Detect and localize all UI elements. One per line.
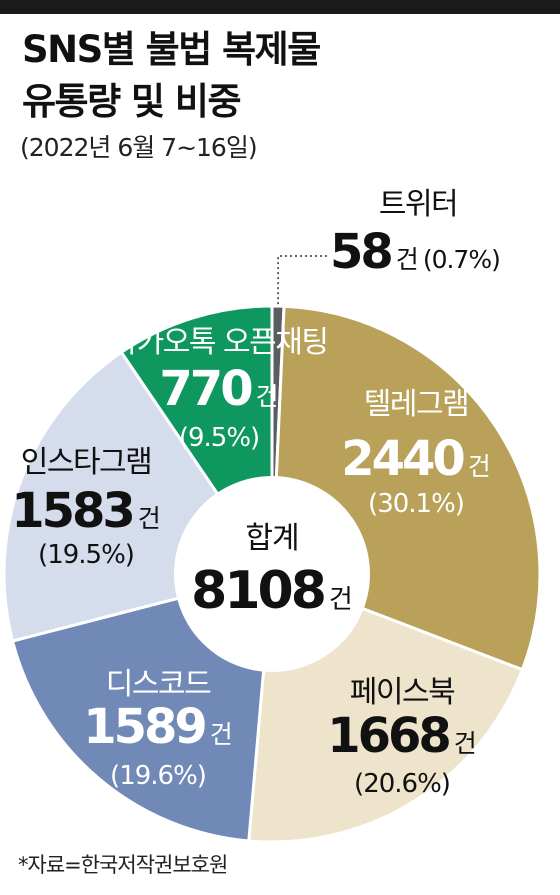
slice-percent-2: (20.6%) (354, 769, 450, 799)
slice-label-2: 페이스북 (350, 675, 454, 710)
slice-value-number-5: 770 (159, 361, 252, 417)
total-value: 8108 건 (191, 561, 353, 621)
donut-hole (174, 476, 370, 672)
title-line-2: 유통량 및 비중 (22, 80, 242, 123)
slice-value-number-3: 1589 (83, 699, 205, 755)
title-line-1: SNS별 불법 복제물 (22, 28, 321, 71)
slice-percent-5: (9.5%) (179, 423, 259, 453)
slice-label-1: 텔레그램 (364, 387, 468, 422)
slice-value-0: 58 건 (0.7%) (330, 224, 500, 280)
slice-value-4: 1583 건 (11, 483, 161, 539)
leader-lines (277, 255, 330, 305)
slice-value-1: 2440 건 (341, 431, 491, 487)
slice-value-number-4: 1583 (11, 483, 133, 539)
slice-value-5: 770 건 (159, 361, 278, 417)
slice-label-4: 인스타그램 (21, 445, 152, 480)
total-value-unit: 건 (329, 585, 353, 615)
slice-value-unit-2: 건 (454, 729, 477, 758)
slice-value-unit-3: 건 (210, 720, 233, 749)
slice-value-number-2: 1668 (327, 708, 449, 764)
slice-label-0: 트위터 (379, 187, 457, 222)
slice-value-3: 1589 건 (83, 699, 233, 755)
slice-value-number-0: 58 (330, 224, 391, 280)
slice-label-3: 디스코드 (106, 667, 211, 702)
source-note: *자료=한국저작권보호원 (18, 853, 228, 877)
slice-value-2: 1668 건 (327, 708, 477, 764)
page-title: SNS별 불법 복제물 유통량 및 비중 (22, 24, 321, 128)
slice-percent-0: (0.7%) (423, 245, 500, 274)
slice-percent-4: (19.5%) (38, 540, 134, 570)
slice-value-unit-5: 건 (256, 382, 279, 411)
total-value-number: 8108 (191, 561, 324, 621)
slice-value-unit-0: 건 (396, 245, 419, 274)
slice-value-number-1: 2440 (341, 431, 464, 487)
top-bar (0, 0, 560, 14)
total-label: 합계 (245, 521, 298, 556)
slice-value-unit-4: 건 (138, 504, 161, 533)
date-range: (2022년 6월 7~16일) (20, 133, 258, 162)
center-total: 합계 8108 건 (191, 521, 353, 621)
slice-value-unit-1: 건 (468, 452, 491, 481)
slice-percent-3: (19.6%) (110, 761, 206, 791)
leader-line-0 (277, 255, 330, 305)
slices (2, 304, 542, 844)
slice-label-5: 카카오톡 오픈채팅 (111, 325, 328, 360)
slice-percent-1: (30.1%) (368, 489, 464, 519)
